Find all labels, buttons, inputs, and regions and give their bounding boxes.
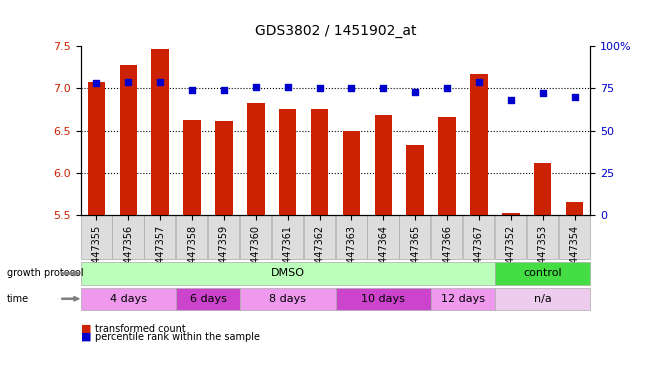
Bar [152, 49, 169, 215]
Text: 10 days: 10 days [362, 294, 405, 304]
Point [474, 78, 484, 84]
Text: n/a: n/a [534, 294, 552, 304]
Bar [407, 145, 424, 215]
Point [91, 80, 102, 86]
Text: ■: ■ [81, 332, 91, 342]
Text: control: control [523, 268, 562, 278]
Text: growth protocol: growth protocol [7, 268, 83, 278]
Bar [183, 121, 201, 215]
Point [537, 90, 548, 96]
Bar [247, 103, 264, 215]
Point [410, 89, 421, 95]
Text: 8 days: 8 days [269, 294, 306, 304]
Bar [215, 121, 233, 215]
Point [250, 84, 261, 90]
Text: GDS3802 / 1451902_at: GDS3802 / 1451902_at [255, 24, 416, 38]
Point [569, 94, 580, 100]
Bar [566, 202, 583, 215]
Point [219, 87, 229, 93]
Point [314, 85, 325, 91]
Text: percentile rank within the sample: percentile rank within the sample [95, 332, 260, 342]
Text: time: time [7, 294, 29, 304]
Point [378, 85, 389, 91]
Point [155, 78, 166, 84]
Point [187, 87, 197, 93]
Text: ■: ■ [81, 324, 91, 334]
Text: 12 days: 12 days [441, 294, 485, 304]
Bar [374, 114, 392, 215]
Bar [88, 83, 105, 215]
Text: 6 days: 6 days [190, 294, 226, 304]
Bar [534, 163, 552, 215]
Text: DMSO: DMSO [270, 268, 305, 278]
Point [282, 84, 293, 90]
Text: transformed count: transformed count [95, 324, 186, 334]
Bar [438, 117, 456, 215]
Bar [470, 74, 488, 215]
Point [505, 97, 516, 103]
Bar [119, 65, 137, 215]
Bar [279, 109, 297, 215]
Point [346, 85, 357, 91]
Bar [311, 109, 328, 215]
Point [123, 78, 134, 84]
Bar [502, 214, 519, 215]
Bar [343, 131, 360, 215]
Text: 4 days: 4 days [110, 294, 147, 304]
Point [442, 85, 452, 91]
